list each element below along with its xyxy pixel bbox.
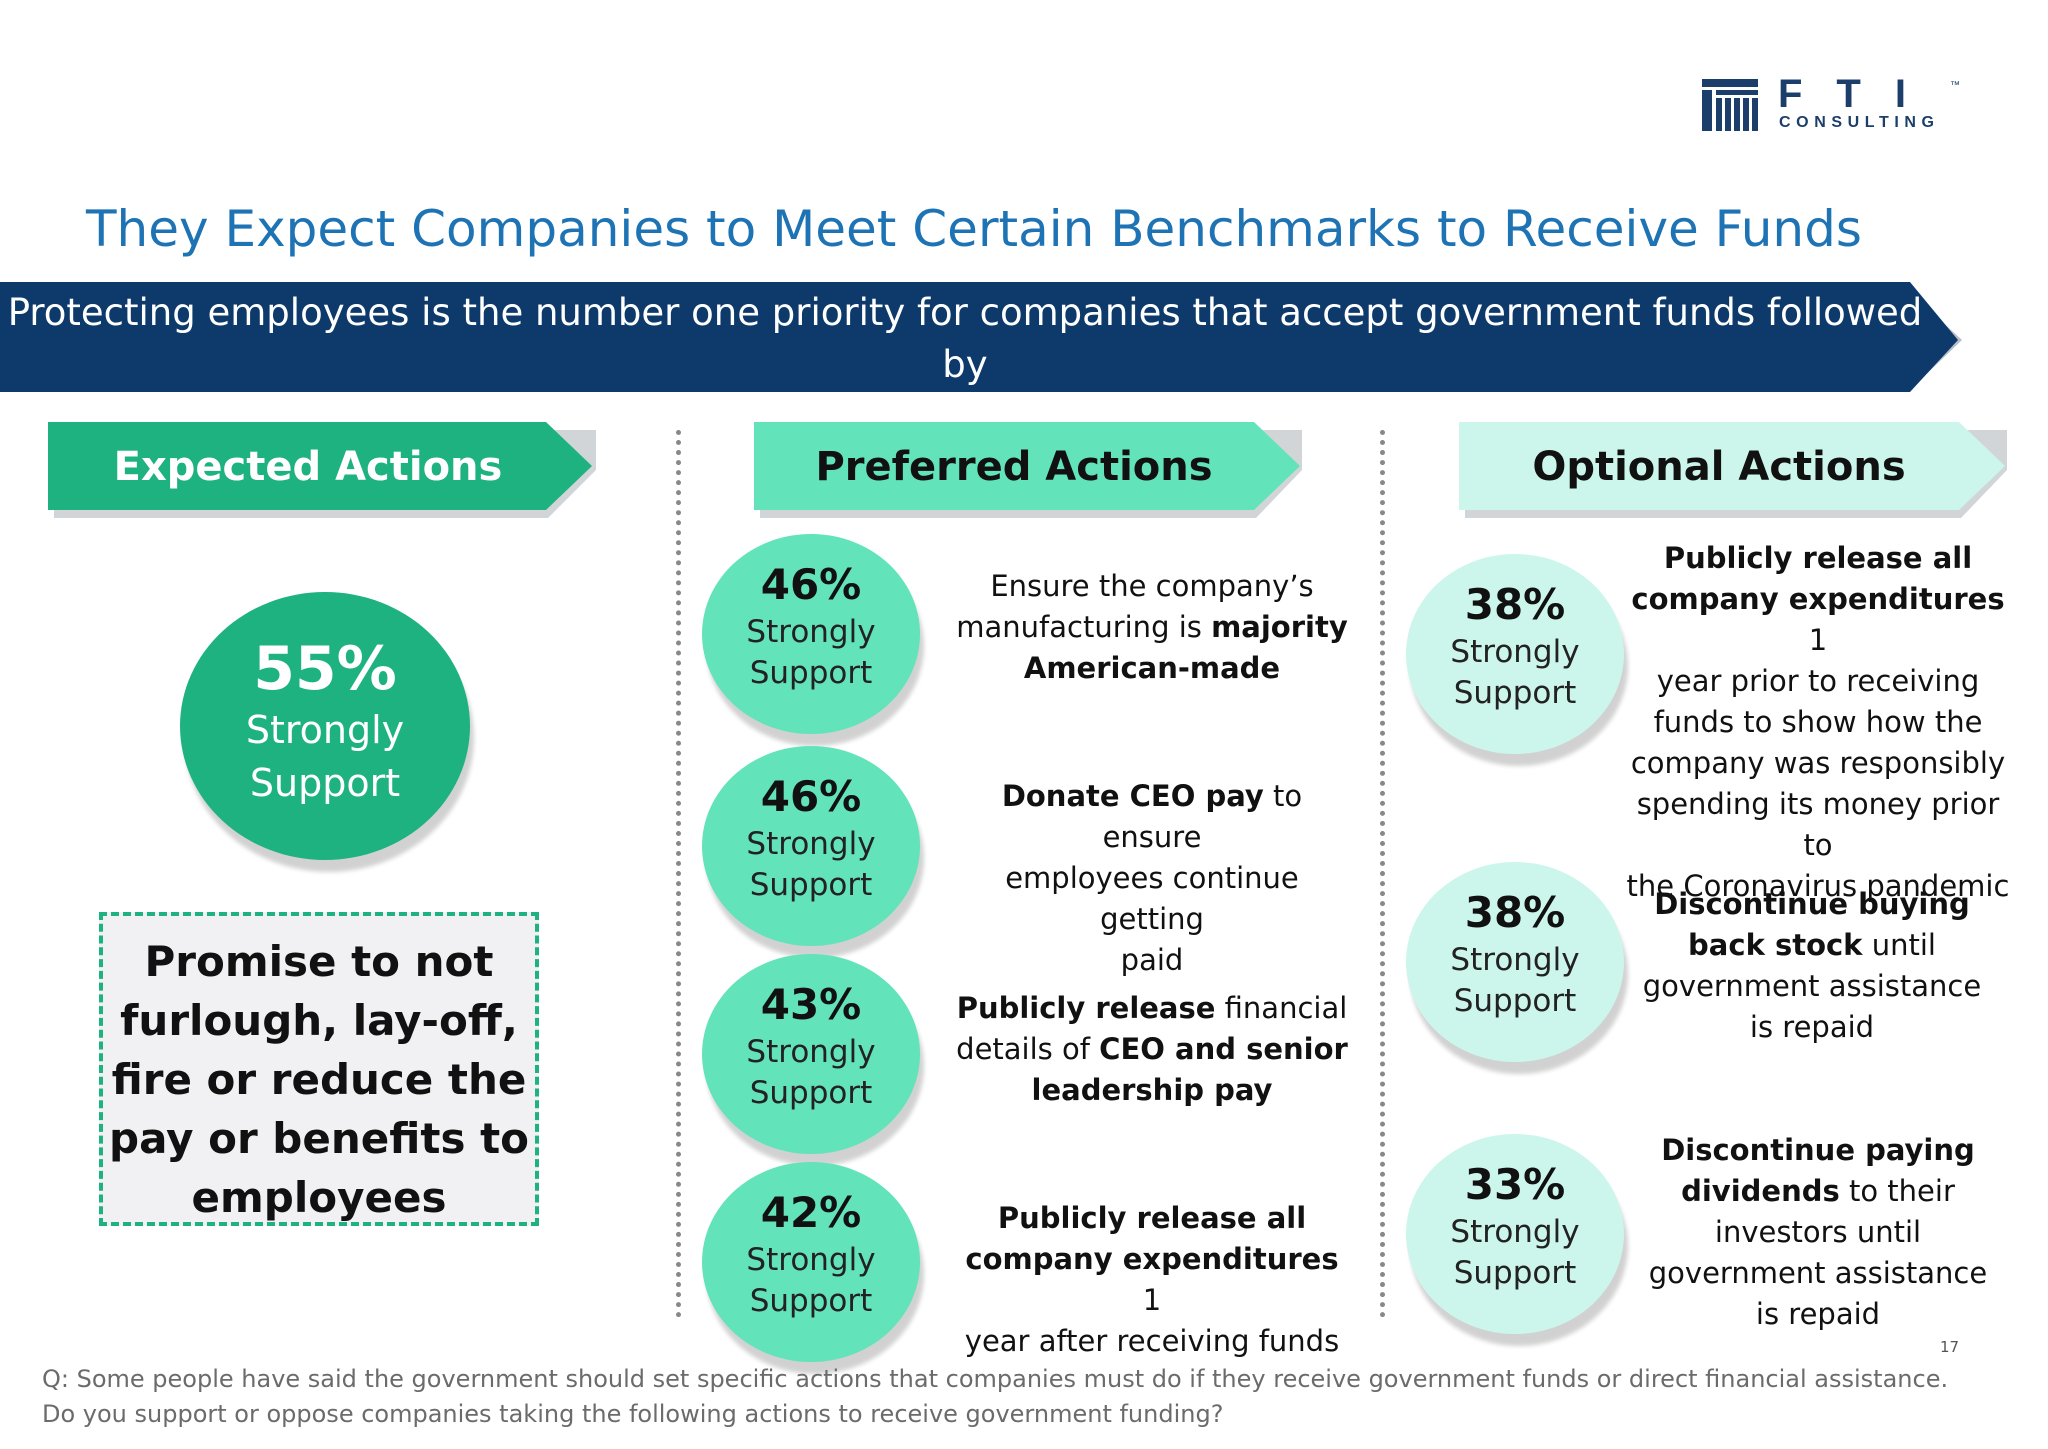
optional-action-description: Publicly release all company expenditures…: [1618, 538, 2018, 907]
support-percentage: 42%: [760, 1188, 862, 1237]
preferred-action-description: Ensure the company’s manufacturing is maj…: [952, 566, 1352, 689]
description-bold-text: back stock: [1688, 928, 1863, 962]
description-bold-text: company expenditures: [965, 1242, 1339, 1276]
description-text: the Coronavirus pandemic: [1626, 869, 2010, 903]
page-number: 17: [1940, 1338, 1960, 1356]
support-percentage: 46%: [760, 560, 862, 609]
optional-action-description: Discontinue paying dividends to their inve…: [1618, 1130, 2018, 1335]
description-bold-text: Discontinue buying: [1654, 887, 1970, 921]
description-bold-text: company expenditures: [1631, 582, 2005, 616]
support-percentage: 55%: [253, 634, 397, 704]
preferred-action-description: Donate CEO pay to ensure employees contin…: [952, 776, 1352, 981]
support-percentage: 43%: [760, 980, 862, 1029]
banner-text: Protecting employees is the number one p…: [7, 291, 1923, 438]
support-label-line2: Support: [749, 655, 873, 691]
support-label-line2: Support: [1453, 1255, 1577, 1291]
optional-support-circle: 38% Strongly Support: [1406, 862, 1624, 1062]
description-bold-text: Donate CEO pay: [1001, 779, 1264, 813]
description-text: year prior to receiving: [1656, 664, 1980, 698]
fti-logo-mark-icon: [1702, 79, 1758, 131]
description-text: company was responsibly: [1630, 746, 2006, 780]
description-text: investors until: [1714, 1215, 1922, 1249]
support-percentage: 33%: [1464, 1160, 1566, 1209]
description-text: government assistance: [1642, 969, 1982, 1003]
expected-support-circle: 55% Strongly Support: [180, 592, 470, 860]
description-bold-text: American-made: [1023, 651, 1281, 685]
description-text: year after receiving funds: [964, 1324, 1340, 1358]
optional-actions-header: Optional Actions: [1459, 422, 2007, 518]
optional-header-label: Optional Actions: [1532, 444, 1906, 490]
support-label-line2: Support: [749, 1283, 873, 1319]
description-text: 1: [1808, 623, 1828, 657]
description-bold-text: Discontinue paying: [1661, 1133, 1975, 1167]
description-text: to ensure: [1102, 779, 1303, 854]
expected-action-text: Promise to not furlough, lay-off, fire o…: [109, 937, 529, 1222]
description-text: 1: [1142, 1283, 1162, 1317]
support-label-line1: Strongly: [746, 826, 876, 862]
preferred-support-circle: 46% Strongly Support: [702, 746, 920, 946]
optional-header-arrow: [1459, 422, 2007, 518]
support-label-line1: Strongly: [245, 708, 405, 752]
description-bold-text: Publicly release all: [1663, 541, 1973, 575]
support-percentage: 38%: [1464, 888, 1566, 937]
description-text: until: [1862, 928, 1936, 962]
description-bold-text: Publicly release: [956, 991, 1216, 1025]
support-label-line2: Support: [1453, 983, 1577, 1019]
description-text: funds to show how the: [1653, 705, 1983, 739]
logo-letters: FTI: [1778, 72, 1940, 116]
expected-action-box: Promise to not furlough, lay-off, fire o…: [99, 912, 539, 1226]
description-text: to their: [1839, 1174, 1955, 1208]
description-text: financial: [1215, 991, 1348, 1025]
logo-subtitle: CONSULTING: [1779, 114, 1940, 131]
description-text: is repaid: [1755, 1297, 1881, 1331]
support-label-line1: Strongly: [746, 1242, 876, 1278]
description-bold-text: majority: [1211, 610, 1348, 644]
preferred-action-description: Publicly release all company expenditures…: [952, 1198, 1352, 1362]
optional-action-description: Discontinue buying back stock until govern…: [1612, 884, 2012, 1048]
description-bold-text: CEO and senior: [1099, 1032, 1348, 1066]
preferred-support-circle: 43% Strongly Support: [702, 954, 920, 1154]
column-divider: [676, 430, 681, 1318]
optional-support-circle: 38% Strongly Support: [1406, 554, 1624, 754]
preferred-action-description: Publicly release financial details of CEO…: [952, 988, 1352, 1111]
support-percentage: 38%: [1464, 580, 1566, 629]
expected-header-label: Expected Actions: [113, 444, 503, 490]
support-label-line2: Support: [749, 867, 873, 903]
preferred-support-circle: 42% Strongly Support: [702, 1162, 920, 1362]
support-label-line2: Support: [249, 761, 401, 805]
description-bold-text: leadership pay: [1031, 1073, 1273, 1107]
column-divider: [1380, 430, 1385, 1318]
support-label-line1: Strongly: [1450, 942, 1580, 978]
fti-consulting-logo: FTI ™ CONSULTING: [1702, 72, 1962, 136]
description-bold-text: Publicly release all: [997, 1201, 1307, 1235]
description-text: paid: [1120, 943, 1184, 977]
description-text: employees continue getting: [1005, 861, 1299, 936]
support-percentage: 46%: [760, 772, 862, 821]
preferred-header-label: Preferred Actions: [815, 444, 1213, 490]
preferred-support-circle: 46% Strongly Support: [702, 534, 920, 734]
support-label-line2: Support: [1453, 675, 1577, 711]
support-label-line1: Strongly: [746, 1034, 876, 1070]
page-title: They Expect Companies to Meet Certain Be…: [86, 200, 1862, 258]
expected-actions-header: Expected Actions: [48, 422, 596, 518]
preferred-header-arrow: [754, 422, 1302, 518]
description-text: government assistance: [1648, 1256, 1988, 1290]
description-text: details of: [956, 1032, 1100, 1066]
description-text: spending its money prior to: [1636, 787, 2000, 862]
banner-arrow-shape: [0, 282, 1962, 392]
description-text: Ensure the company’s: [990, 569, 1314, 603]
survey-question-footnote: Q: Some people have said the government …: [42, 1365, 1949, 1428]
summary-banner: Protecting employees is the number one p…: [0, 282, 1962, 438]
optional-support-circle: 33% Strongly Support: [1406, 1134, 1624, 1334]
support-label-line1: Strongly: [1450, 634, 1580, 670]
logo-trademark: ™: [1950, 80, 1960, 91]
preferred-actions-header: Preferred Actions: [754, 422, 1302, 518]
description-text: manufacturing is: [956, 610, 1212, 644]
support-label-line1: Strongly: [1450, 1214, 1580, 1250]
support-label-line2: Support: [749, 1075, 873, 1111]
description-text: is repaid: [1749, 1010, 1875, 1044]
description-bold-text: dividends: [1681, 1174, 1840, 1208]
expected-header-arrow: [48, 422, 596, 518]
support-label-line1: Strongly: [746, 614, 876, 650]
